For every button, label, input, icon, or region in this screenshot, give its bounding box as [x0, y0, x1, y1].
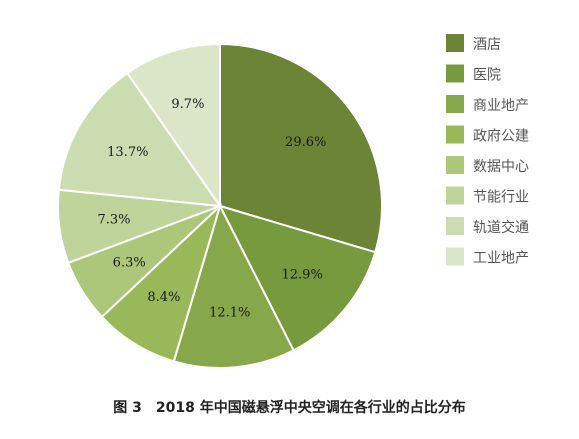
slice-label-7: 13.7% — [107, 145, 148, 160]
pie-slice-8 — [125, 42, 221, 210]
legend-swatch-7 — [446, 217, 464, 235]
legend-swatch-3 — [446, 95, 464, 113]
pie-slice-3 — [172, 203, 295, 369]
legend-swatch-2 — [446, 64, 464, 83]
legend-label-5: 数据中心 — [473, 159, 529, 175]
legend-label-4: 政府公建 — [473, 129, 529, 145]
legend-label-8: 工业地产 — [473, 251, 529, 267]
legend-swatch-1 — [446, 34, 464, 52]
pie-slice-2 — [218, 204, 377, 352]
figure-caption: 图 3 2018 年中国磁悬浮中央空调在各行业的占比分布 — [113, 400, 466, 416]
legend-label-2: 医院 — [473, 68, 501, 84]
slice-label-4: 8.4% — [147, 290, 180, 305]
legend-label-6: 节能行业 — [473, 190, 529, 206]
slice-label-2: 12.9% — [282, 267, 323, 282]
slice-labels: 29.6% 12.9% 12.1% 8.4% 6.3% 7.3% 13.7% 9.7% — [97, 97, 326, 320]
slice-label-5: 6.3% — [113, 255, 146, 270]
pie-slice-1 — [219, 42, 383, 254]
legend-swatch-6 — [446, 186, 464, 205]
legend-swatch-8 — [446, 247, 464, 266]
slice-label-6: 7.3% — [97, 213, 130, 228]
pie-slice-4 — [100, 202, 223, 363]
legend-label-3: 商业地产 — [473, 98, 529, 114]
legend-label-1: 酒店 — [473, 37, 501, 53]
slice-label-8: 9.7% — [171, 97, 204, 112]
pie-slice-7 — [57, 71, 223, 208]
pie-slices — [57, 42, 383, 369]
slice-label-1: 29.6% — [285, 135, 326, 150]
legend-swatch-5 — [446, 156, 464, 174]
slice-label-3: 12.1% — [209, 305, 250, 320]
legend-swatch-4 — [446, 125, 464, 144]
legend-label-7: 轨道交通 — [473, 219, 529, 236]
